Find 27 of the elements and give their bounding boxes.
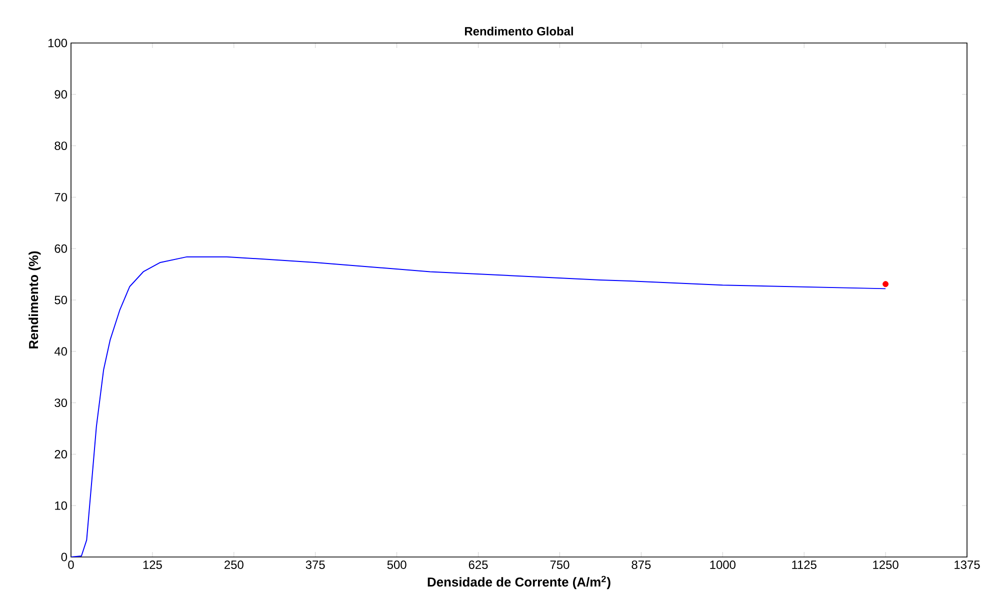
y-tick-label: 50 [54,296,68,304]
x-tick-label: 125 [143,560,162,569]
x-axis-title: Densidade de Corrente (A/m$^{2}$) [428,576,610,590]
x-tick-label: 1125 [792,560,816,569]
x-tick-label: 1250 [873,560,898,569]
y-tick-label: 60 [54,244,68,253]
y-tick-label: 40 [54,347,68,356]
y-tick-label: 80 [54,142,68,150]
y-tick-label: 0 [61,552,68,562]
y-tick-label: 70 [54,192,68,202]
x-tick-label: 375 [306,560,325,569]
x-tick-label: 500 [387,560,406,569]
chart-title: Rendimento Global [465,26,573,36]
y-tick-label: 30 [54,398,68,408]
y-tick-label: 90 [54,90,68,99]
y-tick-label: 20 [54,450,68,458]
line-series [71,256,886,557]
x-tick-label: 750 [550,560,570,569]
y-tick-label: 100 [48,38,68,48]
x-tick-label: 0 [68,560,74,569]
y-tick-label: 10 [55,501,68,510]
x-tick-label: 625 [468,560,488,569]
x-tick-label: 250 [224,560,244,569]
x-tick-label: 875 [632,560,651,569]
x-tick-label: 1000 [710,560,736,569]
x-tick-label: 1375 [954,560,980,569]
y-axis-title: Rendimento (%) [28,251,41,348]
